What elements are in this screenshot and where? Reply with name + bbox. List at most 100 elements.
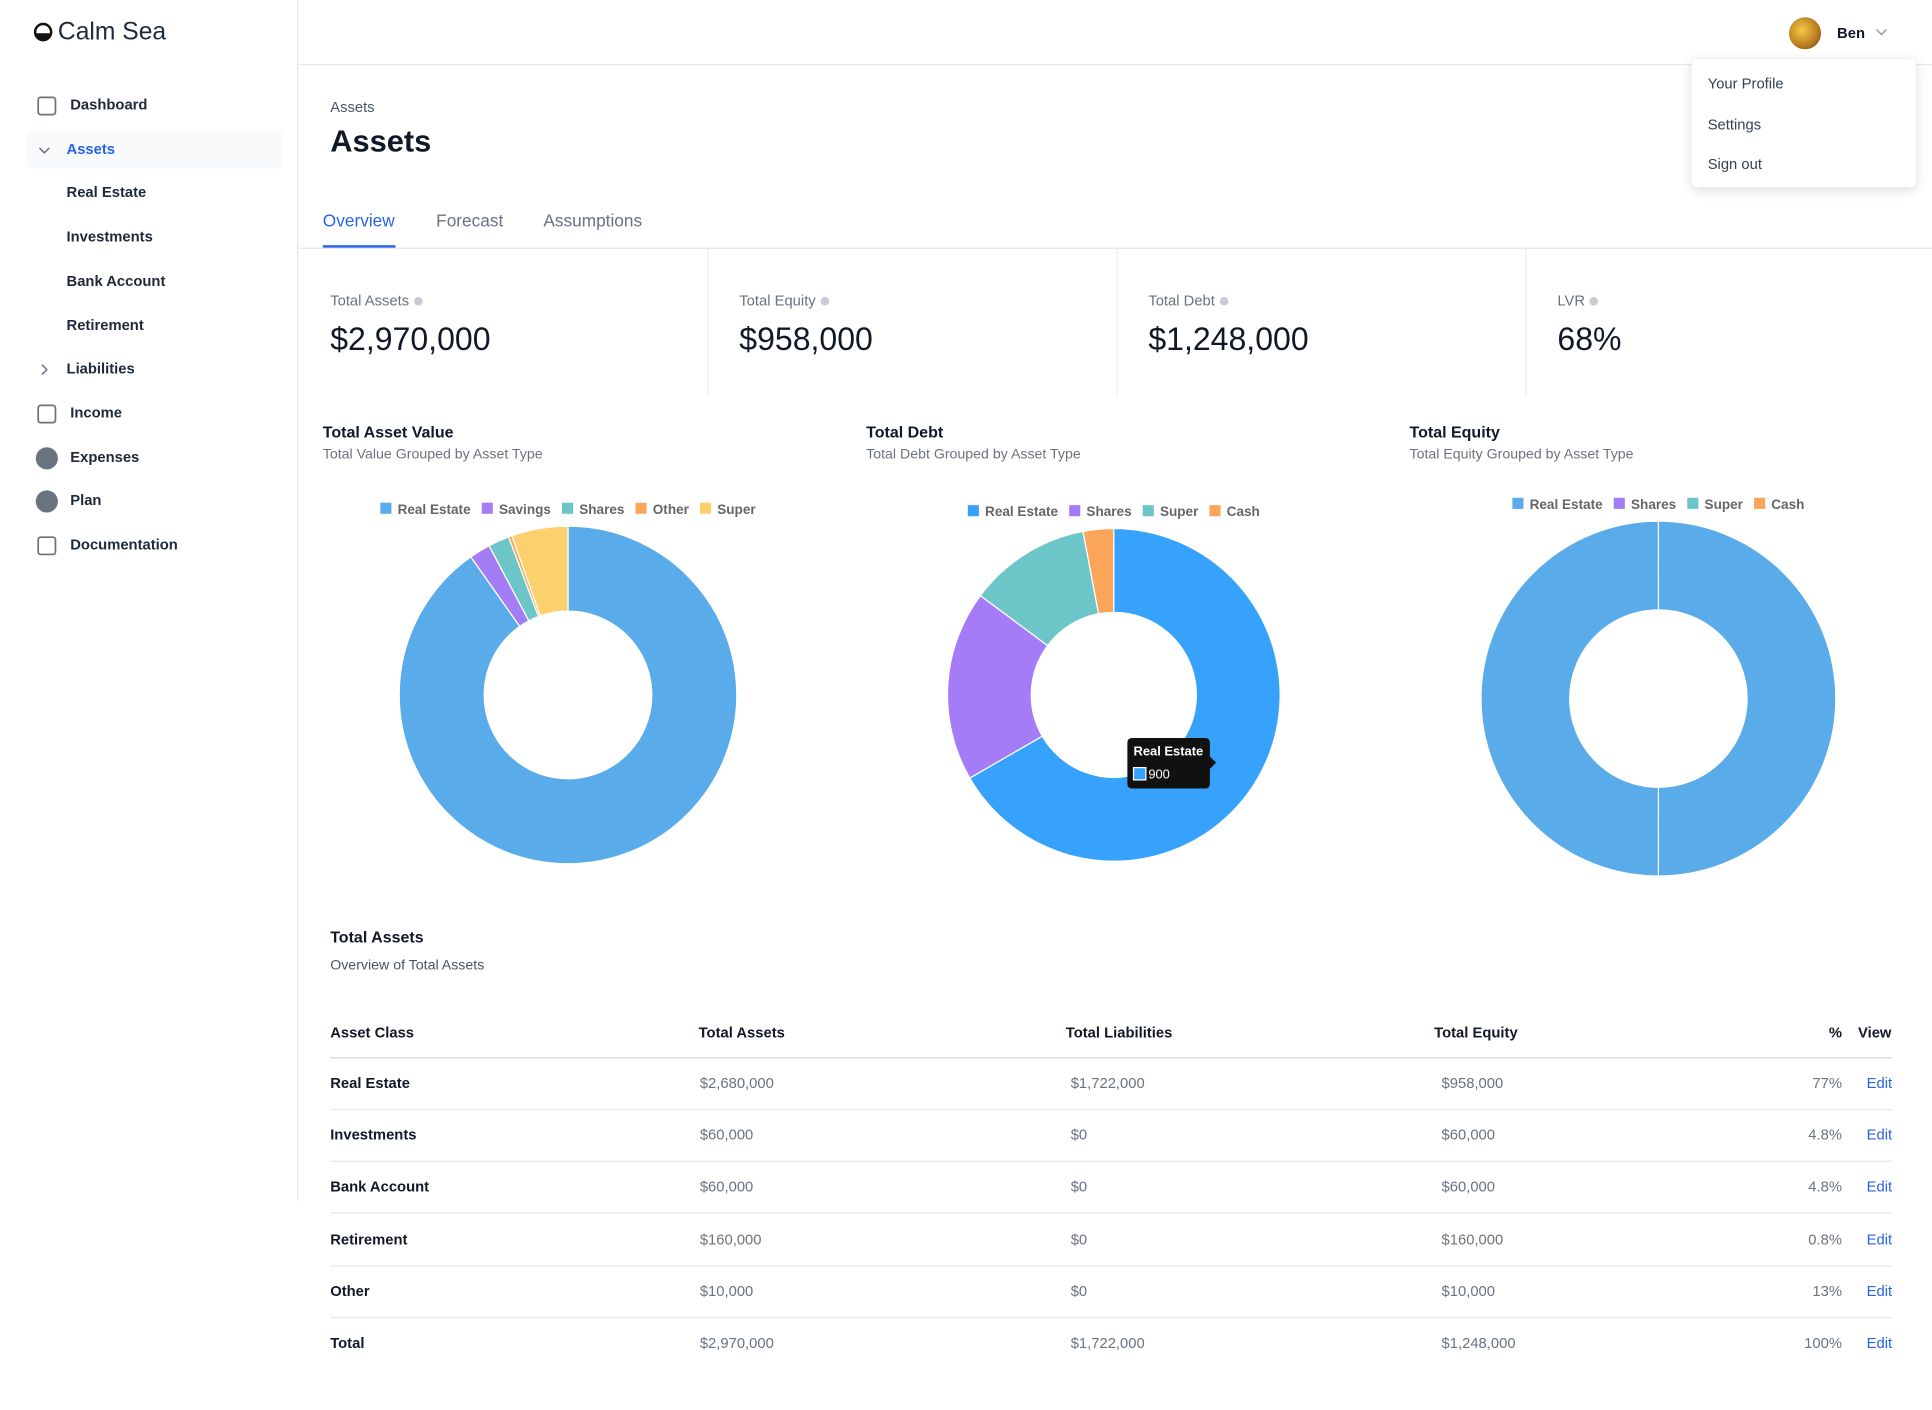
nav-item[interactable]: Investments xyxy=(66,228,153,246)
nav-item[interactable]: Expenses xyxy=(70,447,140,466)
table-cell: 4.8% xyxy=(1808,1178,1842,1196)
legend-swatch xyxy=(1754,497,1766,509)
legend-swatch xyxy=(1069,505,1081,517)
tab[interactable]: Forecast xyxy=(436,210,504,231)
table-cell: $10,000 xyxy=(699,1282,754,1300)
table-cell: $60,000 xyxy=(699,1178,754,1196)
stat-divider xyxy=(1525,248,1527,397)
breadcrumb[interactable]: Assets xyxy=(330,98,375,116)
table-subtitle: Overview of Total Assets xyxy=(330,958,485,974)
nav-icon xyxy=(37,96,57,116)
table-cell: $0 xyxy=(1070,1230,1088,1248)
tooltip-swatch xyxy=(1132,766,1147,781)
edit-link[interactable]: Edit xyxy=(1866,1334,1893,1352)
stat-divider xyxy=(707,248,709,397)
legend-swatch xyxy=(1209,505,1221,517)
table-cell: Other xyxy=(330,1282,370,1300)
legend-label: Real Estate xyxy=(398,502,472,517)
nav-item[interactable]: Documentation xyxy=(70,535,178,554)
legend-label: Savings xyxy=(499,502,551,517)
stat-value: 68% xyxy=(1557,320,1622,358)
table-cell: $0 xyxy=(1070,1282,1088,1300)
avatar[interactable] xyxy=(1789,17,1822,50)
info-icon[interactable] xyxy=(820,297,830,306)
user-name[interactable]: Ben xyxy=(1837,24,1865,42)
nav-item[interactable]: Liabilities xyxy=(66,360,135,378)
tab[interactable]: Overview xyxy=(322,210,395,231)
table-header: Total Liabilities xyxy=(1065,1023,1173,1042)
nav-item[interactable]: Retirement xyxy=(66,316,144,334)
nav-item[interactable]: Dashboard xyxy=(70,96,148,114)
stat-value: $1,248,000 xyxy=(1148,320,1309,358)
info-icon[interactable] xyxy=(414,297,423,306)
menu-item[interactable]: Settings xyxy=(1707,115,1762,134)
table-cell: $160,000 xyxy=(1441,1230,1504,1248)
nav-item[interactable]: Real Estate xyxy=(66,184,147,202)
table-title: Total Assets xyxy=(330,927,424,947)
menu-item[interactable]: Sign out xyxy=(1707,155,1762,173)
chart-subtitle: Total Equity Grouped by Asset Type xyxy=(1410,446,1634,462)
stat-label: Total Debt xyxy=(1148,292,1229,309)
chevron xyxy=(38,146,50,154)
table-cell: Real Estate xyxy=(330,1074,410,1092)
info-icon[interactable] xyxy=(1219,297,1229,306)
page-title: Assets xyxy=(330,124,432,159)
nav-icon xyxy=(37,404,57,424)
table-cell: $10,000 xyxy=(1441,1282,1496,1300)
tab[interactable]: Assumptions xyxy=(543,210,643,231)
edit-link[interactable]: Edit xyxy=(1866,1178,1893,1196)
legend: Real Estate Shares Super Cash xyxy=(1512,497,1804,512)
nav-item[interactable]: Plan xyxy=(70,491,102,510)
donut-slice xyxy=(398,525,738,865)
donut-slice xyxy=(1082,527,1115,615)
legend-swatch xyxy=(1512,497,1524,509)
legend-label: Shares xyxy=(1631,497,1676,512)
legend-swatch xyxy=(700,502,712,514)
stat-value: $958,000 xyxy=(739,320,873,358)
stat-value: $2,970,000 xyxy=(330,320,491,358)
legend-label: Shares xyxy=(579,502,624,517)
legend-swatch xyxy=(1613,497,1625,509)
nav-item[interactable]: Assets xyxy=(66,140,116,158)
row-divider xyxy=(330,1212,1893,1215)
legend-swatch xyxy=(635,502,647,514)
table-cell: 100% xyxy=(1804,1334,1842,1352)
nav-item[interactable]: Bank Account xyxy=(66,272,166,290)
table-cell: 13% xyxy=(1812,1282,1842,1300)
edit-link[interactable]: Edit xyxy=(1866,1126,1893,1144)
table-cell: Investments xyxy=(330,1126,417,1144)
table-cell: $60,000 xyxy=(1441,1178,1496,1196)
legend-label: Super xyxy=(717,502,756,517)
user-menu xyxy=(1691,59,1916,188)
legend-swatch xyxy=(1142,505,1154,517)
legend: Real Estate Savings Shares Other Super xyxy=(380,502,756,517)
table-cell: Bank Account xyxy=(330,1178,430,1196)
edit-link[interactable]: Edit xyxy=(1866,1230,1893,1248)
legend-swatch xyxy=(481,502,493,514)
row-divider xyxy=(330,1160,1893,1163)
edit-link[interactable]: Edit xyxy=(1866,1282,1893,1300)
sidebar xyxy=(0,0,299,1202)
legend-swatch xyxy=(380,502,392,514)
donut-slice xyxy=(1480,520,1837,877)
row-divider xyxy=(330,1316,1893,1319)
table-header: Total Assets xyxy=(698,1023,785,1042)
table-header: View xyxy=(1858,1023,1892,1042)
chevron xyxy=(1875,29,1887,36)
edit-link[interactable]: Edit xyxy=(1866,1074,1893,1092)
table-cell: $2,680,000 xyxy=(699,1074,774,1092)
table-header: % xyxy=(1828,1023,1842,1042)
table-cell: $958,000 xyxy=(1441,1074,1504,1092)
legend: Real Estate Shares Super Cash xyxy=(967,504,1260,519)
tooltip-box xyxy=(1127,738,1217,789)
nav-icon xyxy=(37,536,57,556)
info-icon[interactable] xyxy=(1589,297,1599,306)
table-cell: $1,722,000 xyxy=(1070,1334,1145,1352)
table-cell: $1,248,000 xyxy=(1441,1334,1516,1352)
menu-item[interactable]: Your Profile xyxy=(1707,75,1784,93)
tab-border xyxy=(296,247,1932,249)
nav-item[interactable]: Income xyxy=(70,403,122,422)
table-header: Total Equity xyxy=(1434,1023,1518,1042)
